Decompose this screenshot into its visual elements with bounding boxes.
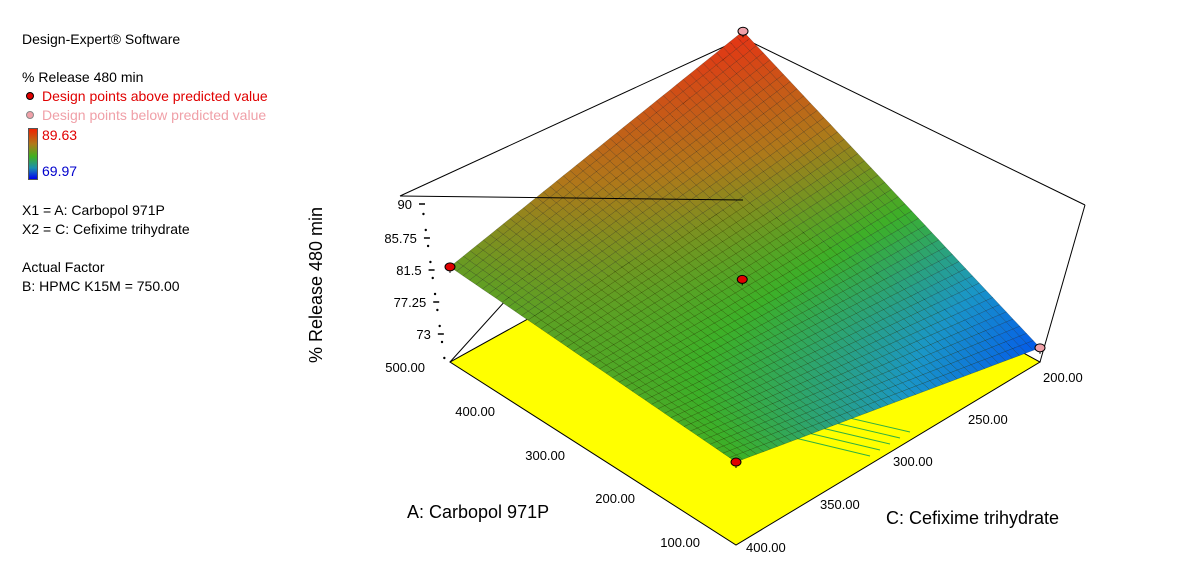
legend-above-label: Design points above predicted value (42, 88, 268, 104)
response-surface (449, 30, 1041, 463)
z-axis-dot (440, 340, 444, 344)
a-tick-label: 500.00 (385, 360, 425, 375)
box-edge-top-right (742, 37, 1086, 206)
legend-below: Design points below predicted value (22, 106, 322, 125)
c-tick-label: 350.00 (820, 497, 860, 512)
a-tick-label: 200.00 (595, 491, 635, 506)
z-tick-label: 81.5 (396, 263, 421, 278)
z-axis-dot (422, 212, 425, 216)
z-axis-dot (426, 244, 430, 248)
color-min-label: 69.97 (42, 163, 78, 179)
z-axis-dot (424, 228, 427, 232)
above-point-icon (26, 92, 34, 100)
actual-factor-heading: Actual Factor (22, 259, 105, 275)
z-axis-dot (429, 260, 432, 264)
z-axis-dot (438, 324, 441, 328)
surface-cell (936, 375, 951, 385)
legend-panel: Design-Expert® Software % Release 480 mi… (22, 30, 322, 296)
z-tick-label: 77.25 (394, 295, 427, 310)
z-axis-dot (433, 292, 437, 296)
c-tick-label: 400.00 (746, 540, 786, 555)
actual-factor-value: B: HPMC K15M = 750.00 (22, 278, 180, 294)
z-axis-line (399, 195, 744, 201)
color-bar: 89.63 69.97 (22, 127, 322, 180)
surface-cell (1005, 348, 1020, 359)
surface-cell (777, 436, 792, 445)
a-axis-title: A: Carbopol 971P (407, 502, 549, 522)
surface-cell (825, 417, 841, 426)
a-tick-label: 100.00 (660, 535, 700, 550)
c-tick-label: 300.00 (893, 454, 933, 469)
a-tick-label: 300.00 (525, 448, 565, 463)
axes: % Release 480 min 73 77.25 81.5 85.75 90 100.0… (306, 195, 1083, 555)
color-gradient (28, 128, 38, 180)
software-name: Design-Expert® Software (22, 31, 181, 47)
box-edge-right-vertical (1039, 204, 1086, 363)
design-point (730, 457, 742, 467)
z-tick-label: 85.75 (384, 231, 417, 246)
surface-cell (887, 393, 903, 403)
below-point-icon (26, 111, 34, 119)
color-max-label: 89.63 (42, 127, 78, 143)
surface-cell (977, 359, 993, 369)
response-name: % Release 480 min (22, 69, 144, 85)
factor-x1: X1 = A: Carbopol 971P (22, 202, 165, 218)
factor-x2: X2 = C: Cefixime trihydrate (22, 221, 190, 237)
legend-above: Design points above predicted value (22, 87, 322, 106)
design-point (737, 26, 749, 36)
surface-cell (991, 353, 1006, 364)
legend-below-label: Design points below predicted value (42, 107, 267, 123)
c-axis-title: C: Cefixime trihydrate (886, 508, 1059, 528)
c-tick-label: 250.00 (968, 412, 1008, 427)
z-axis-dot (431, 276, 434, 280)
z-tick-label: 90 (398, 197, 412, 212)
z-axis-title: % Release 480 min (306, 207, 326, 363)
box-edge-top-left (399, 37, 744, 197)
design-point (736, 274, 748, 284)
c-tick-label: 200.00 (1043, 370, 1083, 385)
z-tick-label: 73 (416, 327, 430, 342)
z-axis-dot (443, 356, 446, 360)
design-point (1034, 343, 1046, 353)
surface-cell (943, 372, 958, 382)
design-points (444, 26, 1046, 469)
z-axis-dot (436, 308, 439, 312)
design-point (444, 262, 456, 272)
a-tick-label: 400.00 (455, 404, 495, 419)
